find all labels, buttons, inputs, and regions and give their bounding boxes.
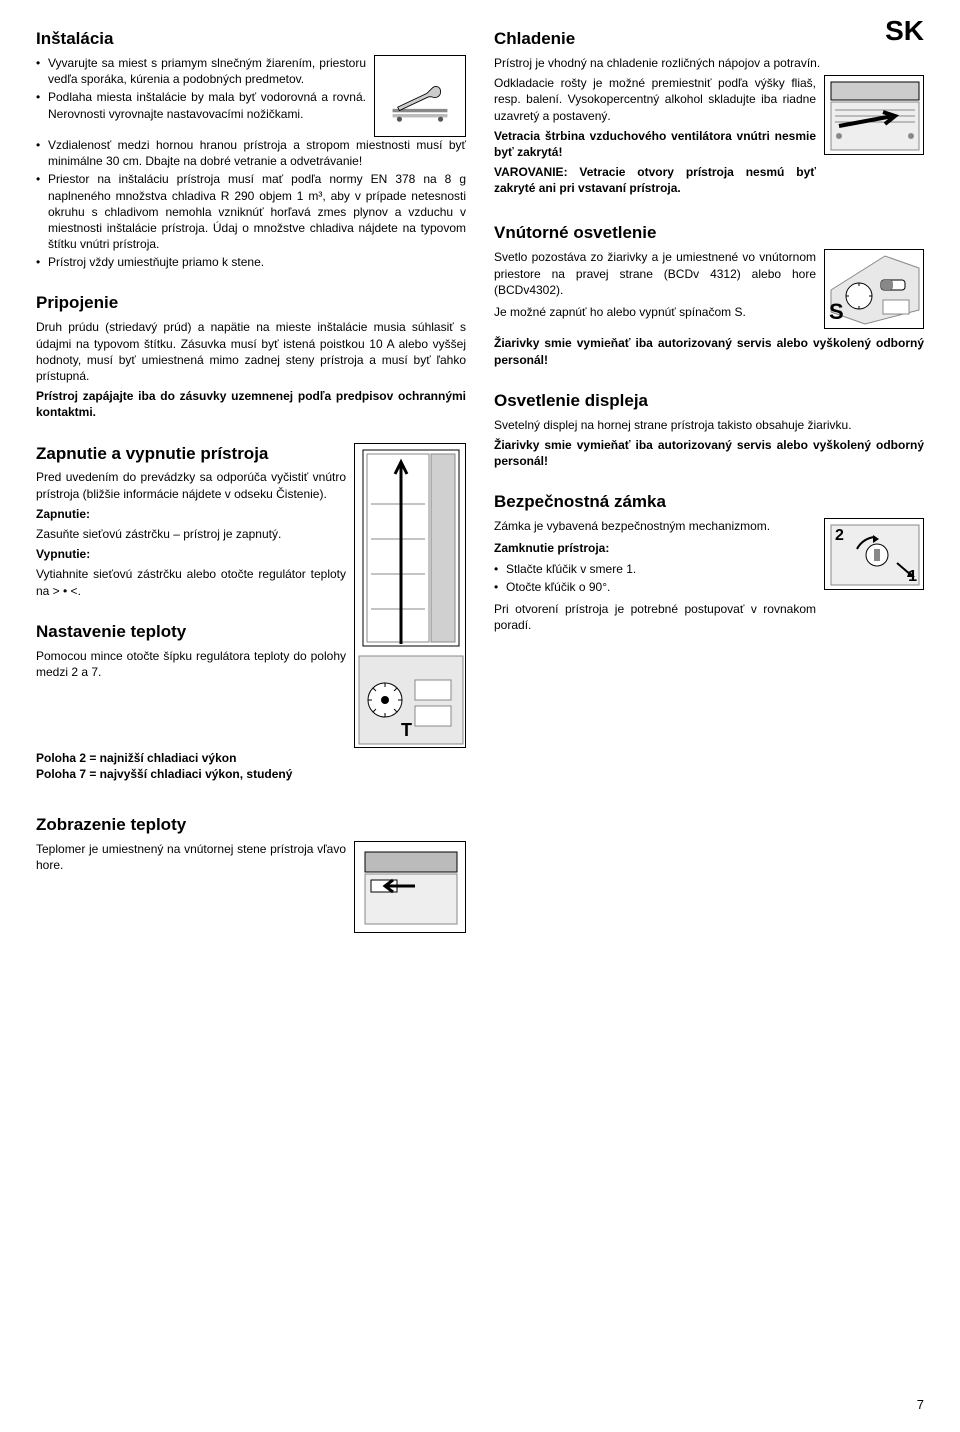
zapnutie-p: Zasuňte sieťovú zástrčku – prístroj je z… [36,526,346,542]
nastavenie-p2: Poloha 2 = najnižší chladiaci výkon [36,750,466,766]
language-tag: SK [885,12,924,50]
instalacia-b3: Vzdialenosť medzi hornou hranou prístroj… [36,137,466,169]
instalacia-title: Inštalácia [36,28,466,51]
zamka-zh: Zamknutie prístroja: [494,540,816,556]
chladenie-p3a: Vetracia štrbina vzduchového ventilátora… [494,128,816,160]
section-nastavenie: Nastavenie teploty Pomocou mince otočte … [36,621,346,680]
vypnutie-p: Vytiahnite sieťovú zástrčku alebo otočte… [36,566,346,598]
main-columns: Inštalácia Vyvarujte sa miest s priamym … [36,28,924,955]
figure-wrench [374,55,466,137]
zapvyp-title: Zapnutie a vypnutie prístroja [36,443,346,466]
figure-fridge-temp: T [354,443,466,748]
section-chladenie: Chladenie Prístroj je vhodný na chladeni… [494,28,924,200]
zamka-b2: Otočte kľúčik o 90°. [494,579,816,595]
instalacia-b2: Podlaha miesta inštalácie by mala byť vo… [36,89,366,121]
left-column: Inštalácia Vyvarujte sa miest s priamym … [36,28,466,955]
pripojenie-p2: Prístroj zapájajte iba do zásuvky uzemne… [36,388,466,420]
section-osvetlenie: Vnútorné osvetlenie Svetlo pozostáva zo … [494,222,924,367]
chladenie-p1: Prístroj je vhodný na chladenie rozličný… [494,55,924,71]
chladenie-title: Chladenie [494,28,924,51]
right-column: Chladenie Prístroj je vhodný na chladeni… [494,28,924,955]
pripojenie-p1: Druh prúdu (striedavý prúd) a napätie na… [36,319,466,384]
section-zobrazenie: Zobrazenie teploty Teplomer je umiestnen… [36,814,466,933]
chladenie-p3b: VAROVANIE: Vetracie otvory prístroja nes… [494,164,816,196]
section-pripojenie: Pripojenie Druh prúdu (striedavý prúd) a… [36,292,466,420]
displej-p2: Žiarivky smie vymieňať iba autorizovaný … [494,437,924,469]
zamka-title: Bezpečnostná zámka [494,491,924,514]
zobrazenie-p1: Teplomer je umiestnený na vnútornej sten… [36,841,346,873]
section-zapvyp: Zapnutie a vypnutie prístroja Pred uvede… [36,443,346,599]
chladenie-p2: Odkladacie rošty je možné premiestniť po… [494,75,816,124]
page-number: 7 [917,1396,924,1414]
fig-label-1: 1 [908,566,917,588]
osvetlenie-title: Vnútorné osvetlenie [494,222,924,245]
nastavenie-p3: Poloha 7 = najvyšší chladiaci výkon, stu… [36,766,466,782]
zamka-b1: Stlačte kľúčik v smere 1. [494,561,816,577]
zapvyp-p1: Pred uvedením do prevádzky sa odporúča v… [36,469,346,501]
section-displej: Osvetlenie displeja Svetelný displej na … [494,390,924,470]
zamka-p2: Pri otvorení prístroja je potrebné postu… [494,601,816,633]
displej-p1: Svetelný displej na hornej strane prístr… [494,417,924,433]
figure-light-switch: S [824,249,924,329]
vypnutie-h: Vypnutie: [36,547,90,561]
osvetlenie-p3: Žiarivky smie vymieňať iba autorizovaný … [494,335,924,367]
instalacia-b5: Prístroj vždy umiestňujte priamo k stene… [36,254,466,270]
figure-lock: 2 1 [824,518,924,590]
section-zamka: Bezpečnostná zámka Zámka je vybavená bez… [494,491,924,637]
fig-label-2: 2 [835,525,844,547]
zapvyp-with-fig: Zapnutie a vypnutie prístroja Pred uvede… [36,443,466,748]
pripojenie-title: Pripojenie [36,292,466,315]
zamka-p1: Zámka je vybavená bezpečnostným mechaniz… [494,518,816,534]
instalacia-b1: Vyvarujte sa miest s priamym slnečným ži… [36,55,366,87]
fig-label-T: T [401,718,412,742]
nastavenie-p1: Pomocou mince otočte šípku regulátora te… [36,648,346,680]
figure-ventilation [824,75,924,155]
osvetlenie-p2: Je možné zapnúť ho alebo vypnúť spínačom… [494,304,816,320]
section-instalacia: Inštalácia Vyvarujte sa miest s priamym … [36,28,466,270]
instalacia-b4: Priestor na inštaláciu prístroja musí ma… [36,171,466,252]
nastavenie-title: Nastavenie teploty [36,621,346,644]
figure-display [354,841,466,933]
fig-label-S: S [829,297,844,327]
zobrazenie-title: Zobrazenie teploty [36,814,466,837]
osvetlenie-p1: Svetlo pozostáva zo žiarivky a je umiest… [494,249,816,298]
zapnutie-h: Zapnutie: [36,507,90,521]
displej-title: Osvetlenie displeja [494,390,924,413]
